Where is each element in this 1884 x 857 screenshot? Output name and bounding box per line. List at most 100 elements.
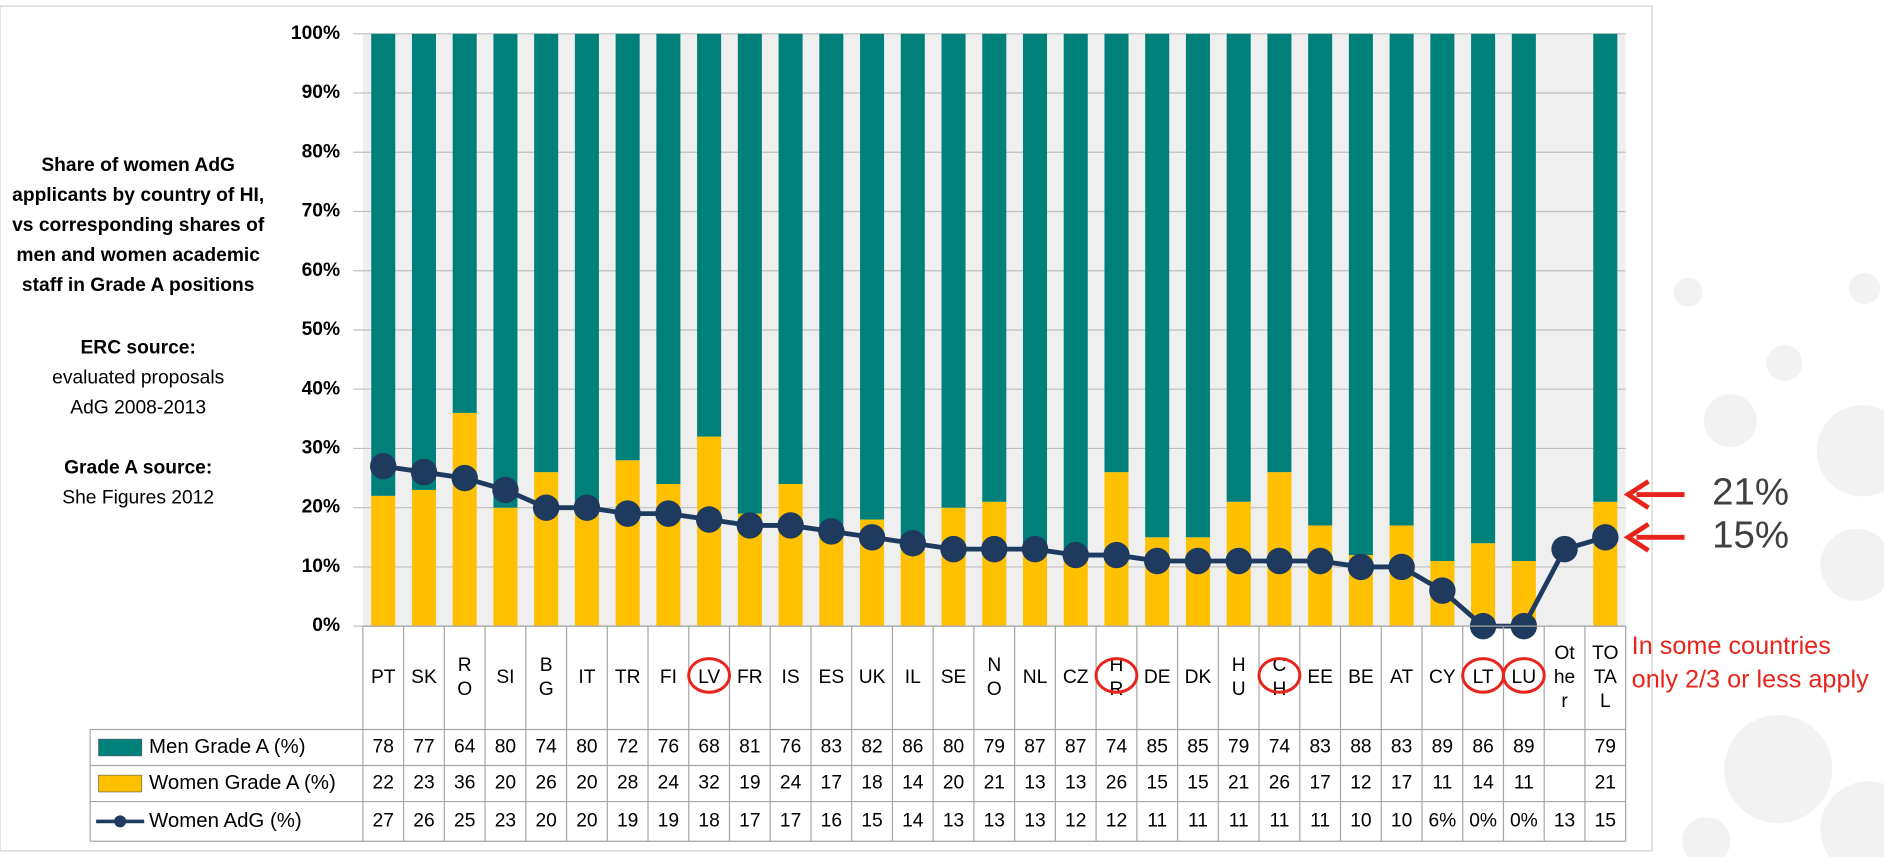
table-value: 13 [1024,773,1045,794]
x-tick-label: FR [737,667,763,688]
table-value: 76 [658,737,679,758]
table-value: 88 [1350,737,1371,758]
x-tick-label-line: R [1110,679,1124,700]
table-value: 19 [617,810,638,831]
x-tick-label-line: G [539,679,554,700]
table-value: 83 [1391,737,1412,758]
x-tick-label-line: B [540,655,553,676]
table-value: 80 [576,737,597,758]
line-marker [940,535,967,563]
table-value: 17 [739,810,760,831]
table-value: 23 [495,810,516,831]
table-value: 72 [617,737,638,758]
x-tick-label-line: he [1554,667,1575,688]
bar-segment [900,543,925,627]
table-value: 24 [658,773,680,794]
bar-segment [778,483,803,627]
x-tick-label-line: O [987,679,1002,700]
bar-segment [1511,33,1536,561]
line-marker [1551,535,1578,563]
bar-segment [941,33,966,508]
table-value: 6% [1428,810,1456,831]
line-marker [532,494,560,521]
bar-segment [1226,33,1251,502]
bar-segment [574,507,599,627]
table-value: 20 [495,773,516,794]
line-marker [736,512,764,539]
background-decoration [1673,272,1884,857]
y-tick-label: 10% [302,556,340,577]
bar-segment [452,412,477,627]
table-value: 26 [535,773,556,794]
bar-segment [615,460,640,627]
side-text-block: Share of women AdG applicants by country… [0,150,276,513]
line-marker [573,494,601,521]
y-tick-label: 40% [302,378,340,399]
bar-segment [1185,33,1210,538]
table-value: 32 [698,773,719,794]
x-tick-label: IS [782,667,800,688]
table-value: 83 [1309,737,1330,758]
bar-segment [1104,33,1129,473]
line-marker [492,476,519,504]
bar-segment [1145,33,1170,538]
bar-segment [411,489,436,627]
bar-segment [982,501,1007,627]
highlight-circle [1094,657,1139,694]
table-value: 24 [780,773,802,794]
table-value: 89 [1513,737,1534,758]
table-value: 26 [1269,773,1290,794]
x-tick-label: IT [578,667,595,688]
bar-segment [1063,33,1088,550]
table-value: 11 [1147,810,1167,831]
bar-segment [493,33,518,508]
annotation-arrow-head [1623,522,1650,553]
annotation: In some countries only 2/3 or less apply [1631,632,1869,694]
line-marker [1306,547,1334,575]
x-tick-label: SE [941,667,967,688]
bar-segment [1430,33,1455,561]
bar-segment [900,33,925,544]
table-value: 80 [943,737,964,758]
table-value: 11 [1229,810,1249,831]
table-value: 20 [943,773,964,794]
table-value: 15 [1595,810,1616,831]
table-value: 15 [1187,773,1208,794]
line-marker [614,500,641,527]
line-marker [1062,541,1089,569]
table-value: 86 [1472,737,1493,758]
line-marker [1266,547,1293,575]
note-heading: ERC source: [80,337,196,359]
note-heading: Grade A source: [64,457,213,479]
legend-key [114,815,127,828]
table-value: 82 [861,737,882,758]
y-tick-label: 90% [302,82,340,103]
x-tick-label: CZ [1063,667,1089,688]
line-marker [1592,524,1619,551]
table-value: 74 [535,737,557,758]
highlight-circle [1257,657,1302,694]
table-value: 11 [1310,810,1330,831]
table-value: 89 [1432,737,1453,758]
y-tick-label: 60% [302,260,340,281]
x-tick-label: UK [859,667,886,688]
annotation-arrow-head [1623,479,1650,510]
x-tick-label: LU [1512,667,1537,688]
table-value: 19 [658,810,679,831]
table-value: 78 [373,737,394,758]
table-value: 14 [902,810,924,831]
y-tick-label: 100% [291,23,340,44]
table-value: 17 [1309,773,1330,794]
table-value: 20 [535,810,556,831]
x-tick-label-line: TO [1592,643,1618,664]
x-tick-label: IL [905,667,921,688]
table-value: 20 [576,810,597,831]
chart-title: Share of women AdG applicants by country… [12,155,265,296]
bar-segment [1267,33,1292,473]
bar-segment [411,33,436,490]
table-value: 0% [1469,810,1497,831]
line-marker [1429,577,1456,604]
